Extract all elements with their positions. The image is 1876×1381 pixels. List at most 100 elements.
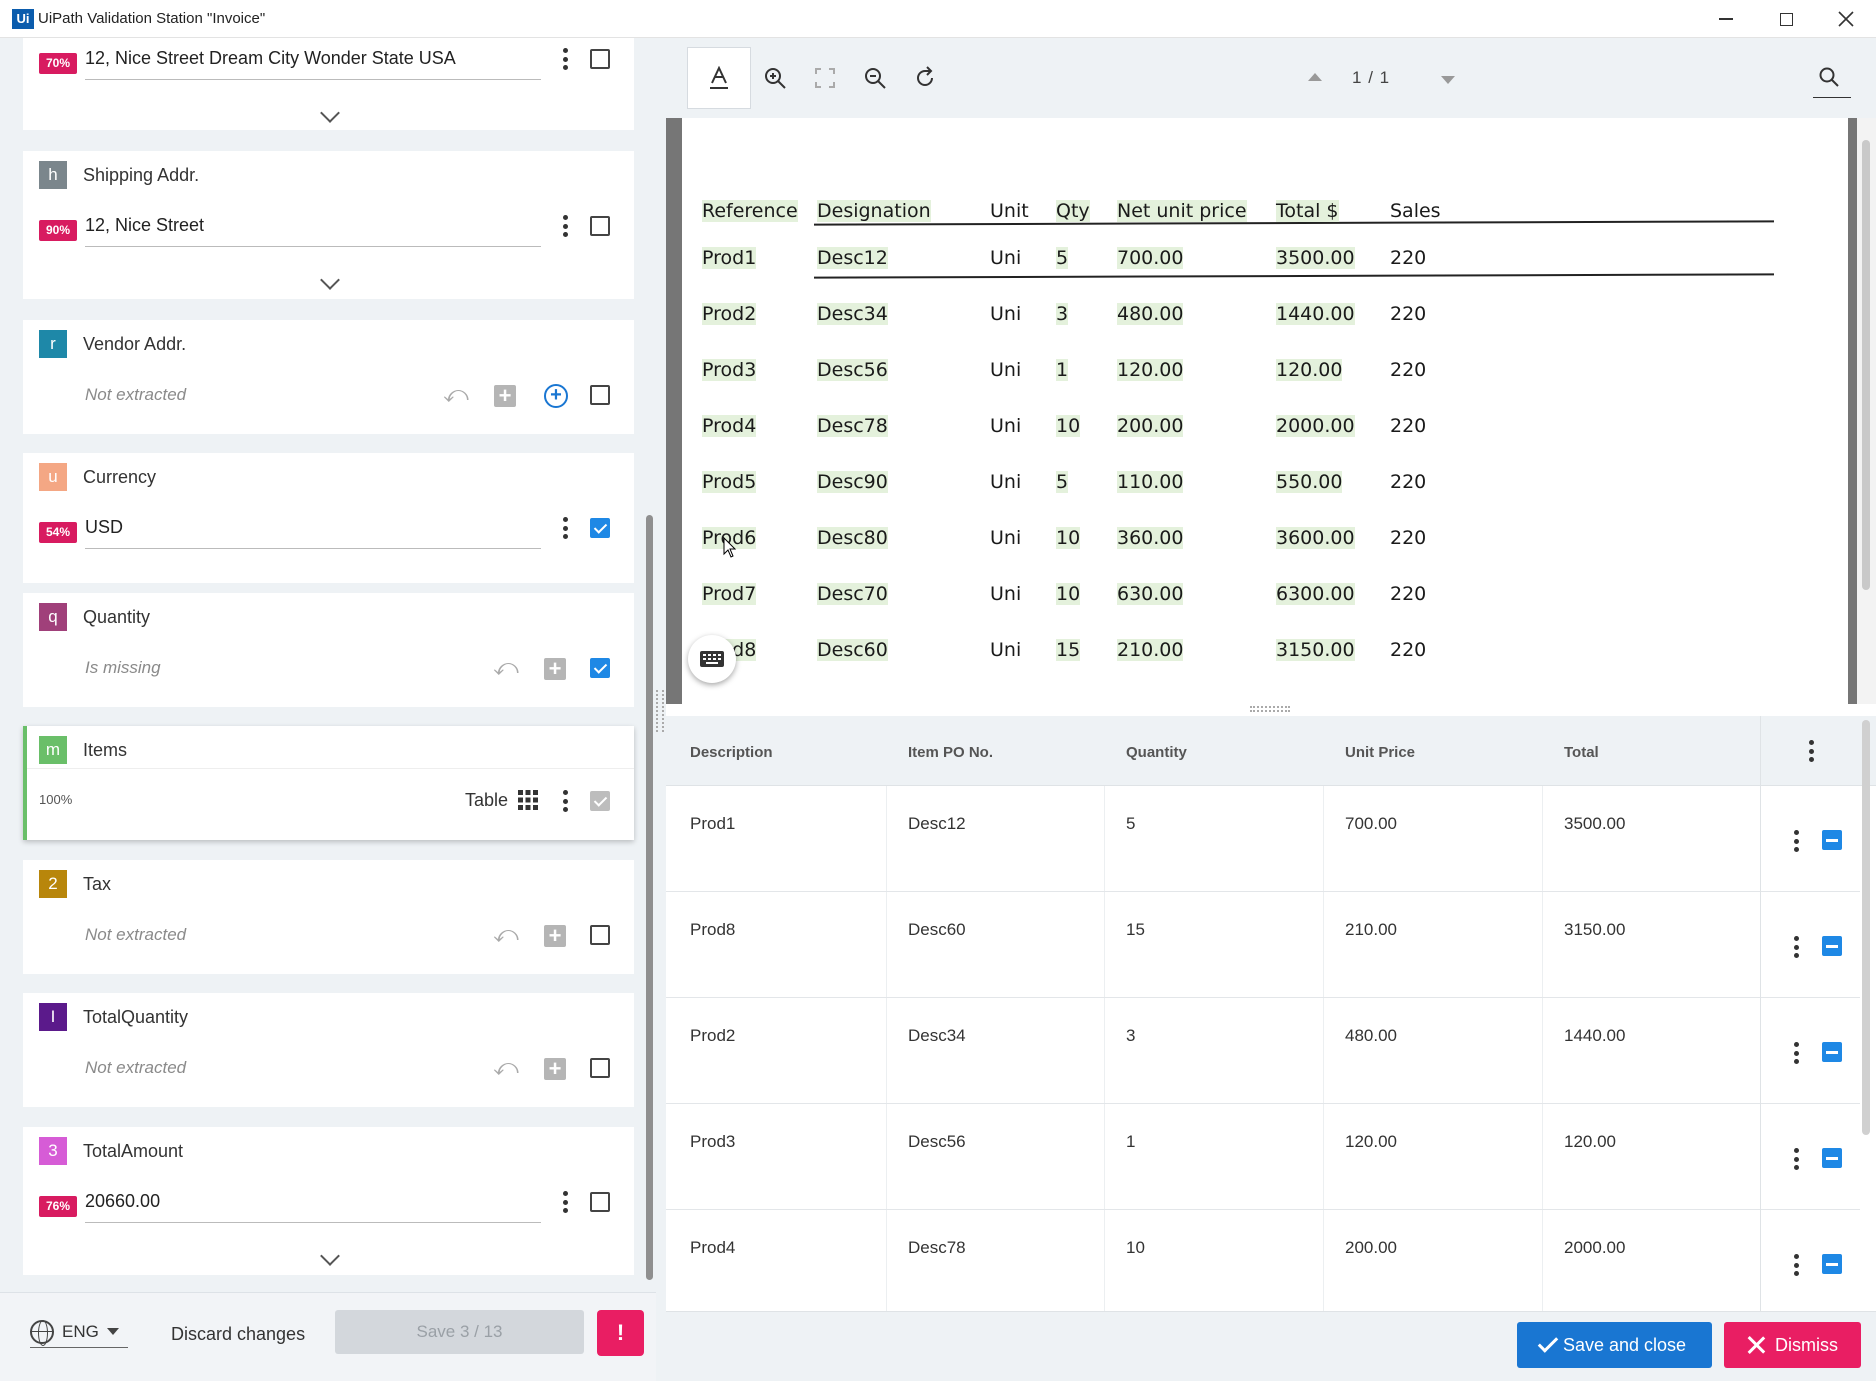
document-cell[interactable]: 220 (1390, 471, 1427, 493)
fit-page-button[interactable] (793, 47, 857, 109)
document-cell[interactable]: 220 (1390, 639, 1427, 661)
discard-changes-button[interactable]: Discard changes (171, 1324, 306, 1344)
table-cell[interactable]: 15 (1126, 920, 1145, 939)
table-menu-button[interactable] (1802, 738, 1820, 764)
document-scrollbar-thumb[interactable] (1862, 140, 1870, 590)
document-cell[interactable]: 5 (1056, 247, 1069, 269)
remove-row-icon[interactable] (1822, 936, 1842, 956)
table-cell[interactable]: Desc12 (908, 814, 966, 833)
previous-page-icon[interactable] (1308, 73, 1322, 81)
table-cell[interactable]: Desc34 (908, 1026, 966, 1045)
column-header[interactable]: Quantity (1126, 744, 1187, 761)
table-cell[interactable]: 10 (1126, 1238, 1145, 1257)
field-value-input[interactable]: USD (85, 517, 541, 549)
column-header[interactable]: Total (1564, 744, 1599, 761)
document-cell[interactable]: 630.00 (1117, 583, 1184, 605)
fields-scrollbar[interactable] (646, 515, 653, 1280)
document-cell[interactable]: Uni (990, 527, 1022, 549)
undo-icon[interactable]: ⤺ (443, 381, 469, 408)
document-cell[interactable]: Prod4 (702, 415, 757, 437)
document-cell[interactable]: Desc80 (817, 527, 888, 549)
remove-row-icon[interactable] (1822, 1042, 1842, 1062)
document-cell[interactable]: Uni (990, 247, 1022, 269)
table-cell[interactable]: 2000.00 (1564, 1238, 1626, 1257)
document-cell[interactable]: Uni (990, 359, 1022, 381)
next-page-icon[interactable] (1441, 76, 1455, 84)
document-cell[interactable]: 1 (1056, 359, 1069, 381)
table-cell[interactable]: 120.00 (1564, 1132, 1616, 1151)
document-cell[interactable]: Desc60 (817, 639, 888, 661)
document-cell[interactable]: 3150.00 (1276, 639, 1355, 661)
table-row[interactable]: Prod8 Desc60 15 210.00 3150.00 (666, 892, 1860, 998)
field-value-input[interactable]: 12, Nice Street (85, 215, 541, 247)
remove-row-icon[interactable] (1822, 830, 1842, 850)
document-column-header[interactable]: Unit (990, 200, 1029, 222)
document-cell[interactable]: Uni (990, 583, 1022, 605)
document-cell[interactable]: Desc34 (817, 303, 888, 325)
document-cell[interactable]: 3 (1056, 303, 1069, 325)
document-cell[interactable]: 120.00 (1117, 359, 1184, 381)
document-cell[interactable]: 2000.00 (1276, 415, 1355, 437)
document-cell[interactable]: 220 (1390, 247, 1427, 269)
document-cell[interactable]: 220 (1390, 359, 1427, 381)
document-cell[interactable]: 120.00 (1276, 359, 1343, 381)
zoom-in-button[interactable] (743, 47, 807, 109)
undo-icon[interactable]: ⤺ (493, 1054, 519, 1081)
document-cell[interactable]: Desc12 (817, 247, 888, 269)
field-value-input[interactable]: 20660.00 (85, 1191, 541, 1223)
field-menu-button[interactable] (556, 515, 574, 541)
document-cell[interactable]: 10 (1056, 583, 1081, 605)
add-value-icon[interactable]: + (544, 1058, 566, 1080)
field-menu-button[interactable] (556, 1189, 574, 1215)
table-cell[interactable]: 5 (1126, 814, 1136, 833)
row-menu-button[interactable] (1787, 1252, 1805, 1278)
document-cell[interactable]: 480.00 (1117, 303, 1184, 325)
table-cell[interactable]: Prod4 (690, 1238, 736, 1257)
row-menu-button[interactable] (1787, 1040, 1805, 1066)
document-cell[interactable]: Uni (990, 471, 1022, 493)
document-page[interactable]: Reference Designation Unit Qty Net unit pric… (682, 118, 1848, 704)
dismiss-button[interactable]: Dismiss (1724, 1322, 1861, 1368)
undo-icon[interactable]: ⤺ (493, 921, 519, 948)
document-cell[interactable]: 210.00 (1117, 639, 1184, 661)
document-cell[interactable]: 3500.00 (1276, 247, 1355, 269)
table-cell[interactable]: 210.00 (1345, 920, 1397, 939)
table-cell[interactable]: Desc60 (908, 920, 966, 939)
language-select[interactable]: ENG (30, 1316, 128, 1348)
document-column-header[interactable]: Reference (702, 200, 798, 222)
undo-icon[interactable]: ⤺ (493, 654, 519, 681)
split-resize-handle[interactable] (1250, 706, 1290, 712)
document-cell[interactable]: Uni (990, 303, 1022, 325)
table-cell[interactable]: 1440.00 (1564, 1026, 1626, 1045)
table-cell[interactable]: Prod2 (690, 1026, 736, 1045)
document-column-header[interactable]: Designation (817, 200, 931, 222)
field-confirm-checkbox[interactable] (590, 518, 610, 538)
table-scrollbar[interactable] (1862, 720, 1870, 1135)
document-cell[interactable]: Desc78 (817, 415, 888, 437)
table-cell[interactable]: 3150.00 (1564, 920, 1626, 939)
table-row[interactable]: Prod3 Desc56 1 120.00 120.00 (666, 1104, 1860, 1210)
document-cell[interactable]: 220 (1390, 583, 1427, 605)
column-header[interactable]: Item PO No. (908, 744, 994, 761)
table-row[interactable]: Prod1 Desc12 5 700.00 3500.00 (666, 786, 1860, 892)
rotate-button[interactable] (893, 47, 957, 109)
document-cell[interactable]: 10 (1056, 527, 1081, 549)
table-cell[interactable]: 3 (1126, 1026, 1136, 1045)
add-field-circle-icon[interactable]: + (544, 384, 568, 408)
table-grid-icon[interactable] (517, 789, 539, 811)
field-confirm-checkbox[interactable] (590, 385, 610, 405)
save-button[interactable]: Save 3 / 13 (335, 1310, 584, 1354)
table-cell[interactable]: 3500.00 (1564, 814, 1626, 833)
row-menu-button[interactable] (1787, 828, 1805, 854)
field-confirm-checkbox[interactable] (590, 216, 610, 236)
document-cell[interactable]: Prod3 (702, 359, 757, 381)
field-confirm-checkbox[interactable] (590, 925, 610, 945)
document-cell[interactable]: 10 (1056, 415, 1081, 437)
document-cell[interactable]: 550.00 (1276, 471, 1343, 493)
document-cell[interactable]: Prod7 (702, 583, 757, 605)
row-menu-button[interactable] (1787, 934, 1805, 960)
field-confirm-checkbox[interactable] (590, 1058, 610, 1078)
table-cell[interactable]: Desc56 (908, 1132, 966, 1151)
document-cell[interactable]: 1440.00 (1276, 303, 1355, 325)
zoom-out-button[interactable] (843, 47, 907, 109)
